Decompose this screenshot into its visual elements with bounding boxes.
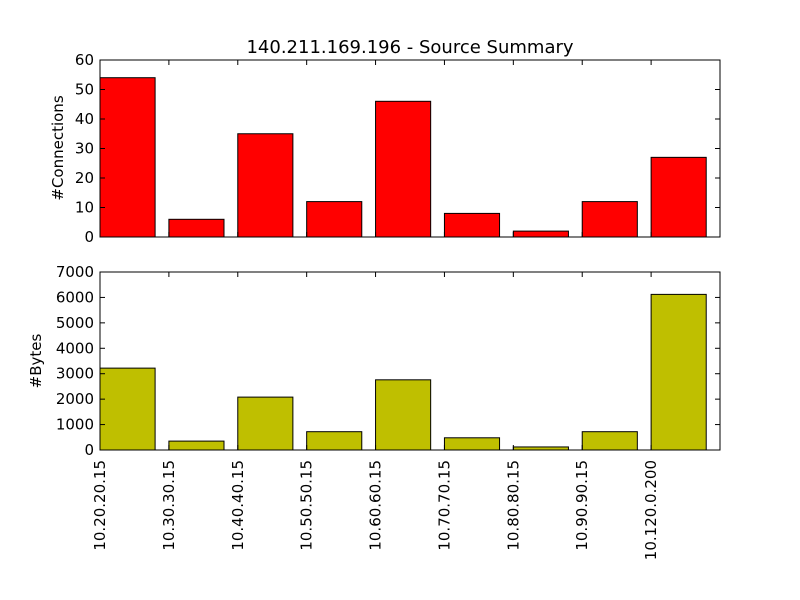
bytes-y-tick-label: 6000 (56, 288, 94, 306)
x-tick-label-10.60.60.15: 10.60.60.15 (367, 460, 385, 551)
bytes-axis-label: #Bytes (27, 333, 45, 388)
connections-panel: 0 10 20 30 40 50 60 (75, 51, 721, 246)
connections-bar-10.20.20.15 (99, 77, 156, 238)
connections-bar-10.70.70.15 (443, 212, 501, 238)
bytes-y-tick-label: 1000 (56, 416, 94, 434)
connections-bar-10.80.80.15 (512, 230, 569, 238)
x-tick-label-10.30.30.15: 10.30.30.15 (160, 460, 178, 551)
bytes-plot-frame (99, 271, 721, 451)
x-tick-label-10.90.90.15: 10.90.90.15 (573, 460, 591, 551)
bytes-bar-10.30.30.15 (168, 440, 225, 451)
bytes-bar-10.70.70.15 (443, 437, 501, 451)
connections-y-tick-label: 40 (75, 110, 94, 128)
x-tick-label-10.70.70.15: 10.70.70.15 (435, 460, 453, 551)
connections-y-tick-label: 30 (75, 140, 94, 158)
connections-axis-label: #Connections (49, 95, 67, 200)
bytes-bar-10.50.50.15 (306, 431, 363, 451)
bytes-y-tick-label: 7000 (56, 263, 94, 281)
bytes-y-tick-label: 5000 (56, 314, 94, 332)
bytes-bar-10.120.0.200 (650, 293, 707, 451)
bytes-y-tick-label: 2000 (56, 390, 94, 408)
x-tick-label-10.50.50.15: 10.50.50.15 (298, 460, 316, 551)
bytes-bar-10.40.40.15 (237, 396, 294, 451)
connections-bar-10.90.90.15 (581, 201, 638, 238)
connections-y-tick-label: 50 (75, 81, 94, 99)
connections-y-tick-label: 0 (84, 228, 94, 246)
connections-bar-10.50.50.15 (306, 201, 363, 238)
connections-bar-10.60.60.15 (375, 100, 432, 238)
chart-title: 140.211.169.196 - Source Summary (246, 37, 573, 58)
x-tick-label-10.20.20.15: 10.20.20.15 (91, 460, 109, 551)
connections-bar-10.40.40.15 (237, 133, 294, 238)
connections-bar-10.120.0.200 (650, 156, 707, 238)
bytes-bar-10.60.60.15 (375, 379, 432, 451)
bytes-bar-10.90.90.15 (581, 431, 638, 451)
connections-y-tick-label: 20 (75, 169, 94, 187)
bytes-panel: 0 1000 2000 3000 4000 5000 6000 7000 10.20.20.15… (56, 263, 721, 560)
bytes-y-tick-label: 3000 (56, 365, 94, 383)
bytes-bar-10.20.20.15 (99, 367, 156, 451)
connections-y-tick-label: 60 (75, 51, 94, 69)
bytes-y-tick-label: 0 (84, 441, 94, 459)
x-tick-label-10.40.40.15: 10.40.40.15 (229, 460, 247, 551)
x-tick-label-10.120.0.200: 10.120.0.200 (642, 460, 660, 560)
connections-bar-10.30.30.15 (168, 218, 225, 238)
bytes-y-tick-label: 4000 (56, 339, 94, 357)
connections-y-tick-label: 10 (75, 199, 94, 217)
x-tick-label-10.80.80.15: 10.80.80.15 (504, 460, 522, 551)
